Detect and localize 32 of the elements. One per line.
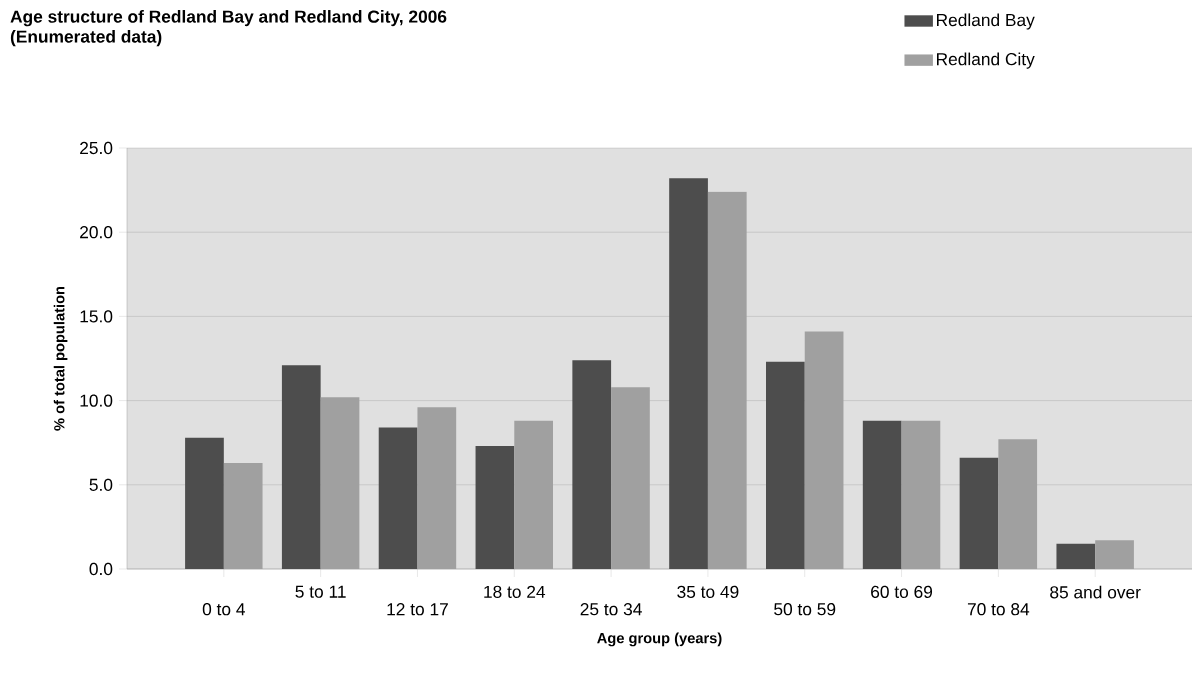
legend-label: Redland Bay bbox=[937, 13, 1035, 30]
bar bbox=[1056, 543, 1096, 569]
x-tick-label: 25 to 34 bbox=[580, 603, 642, 616]
x-tick-label: 18 to 24 bbox=[484, 585, 546, 598]
x-tick-label: 70 to 84 bbox=[967, 603, 1030, 616]
y-axis-title: % of total population bbox=[53, 286, 68, 431]
x-tick-label: 5 to 11 bbox=[295, 585, 346, 598]
bar bbox=[378, 427, 418, 569]
x-tick-label: 85 and over bbox=[1050, 585, 1141, 599]
x-tick-label: 0 to 4 bbox=[202, 603, 245, 616]
x-tick-label: 50 to 59 bbox=[774, 603, 836, 616]
y-tick-label: 10.0 bbox=[80, 394, 113, 407]
y-tick-label: 25.0 bbox=[80, 141, 113, 155]
legend-label: Redland City bbox=[937, 52, 1035, 69]
chart-title: Age structure of Redland Bay and Redland City, 2006 bbox=[10, 10, 447, 27]
y-tick-label: 15.0 bbox=[80, 310, 113, 323]
bar bbox=[475, 446, 515, 569]
x-tick-label: 12 to 17 bbox=[387, 603, 448, 616]
x-tick-label: 60 to 69 bbox=[871, 585, 933, 598]
bar bbox=[766, 361, 805, 569]
bar bbox=[281, 365, 321, 569]
y-tick-label: 5.0 bbox=[89, 478, 113, 491]
y-tick-label: 0.0 bbox=[89, 562, 113, 576]
y-tick-label: 20.0 bbox=[80, 226, 113, 239]
bar bbox=[185, 437, 224, 569]
bar bbox=[572, 360, 612, 569]
x-axis-title: Age group (years) bbox=[597, 632, 722, 647]
bar bbox=[959, 457, 999, 569]
bar bbox=[669, 178, 708, 569]
chart-subtitle: (Enumerated data) bbox=[10, 30, 162, 47]
x-tick-label: 35 to 49 bbox=[677, 585, 739, 598]
bar bbox=[862, 420, 902, 569]
